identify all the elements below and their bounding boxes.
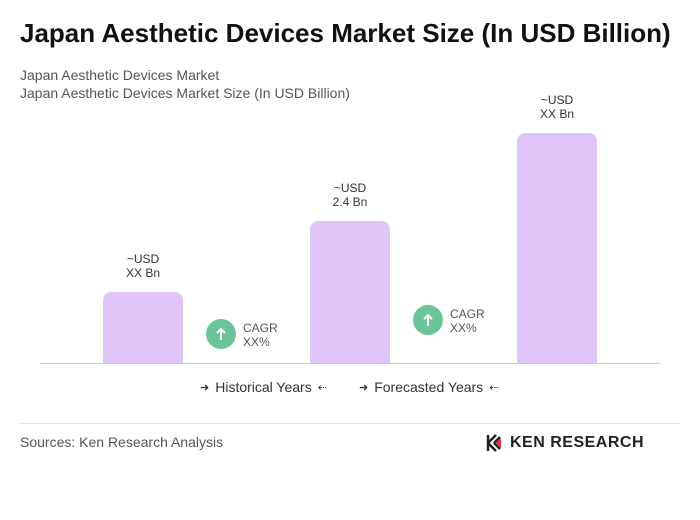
separator — [20, 423, 680, 424]
legend-item: ➜ Forecasted Years ⇠ — [359, 379, 499, 395]
cagr-label: CAGR XX% — [243, 321, 278, 349]
value-label: ~USD 2.4 Bn — [332, 181, 368, 210]
source: Sources: Ken Research Analysis — [20, 434, 224, 450]
bar — [517, 133, 597, 363]
logo: KEN RESEARCH — [510, 434, 645, 451]
legend-label: Forecasted Years — [374, 379, 484, 395]
value-label: ~USD XX Bn — [539, 93, 575, 121]
bar — [103, 292, 183, 363]
value-label: ~USD XX Bn — [125, 252, 161, 281]
bar — [310, 221, 390, 363]
chart-title: Japan Aesthetic Devices Market Size (In … — [20, 18, 671, 48]
cagr-icon — [413, 305, 443, 335]
baseline — [40, 363, 660, 364]
subtitle: Japan Aesthetic Devices Market Size (In … — [20, 85, 350, 101]
cagr-icon — [206, 319, 236, 349]
legend-item: ➜ Historical Years ⇠ — [200, 379, 327, 395]
logo-icon — [486, 434, 501, 452]
legend-label: Historical Years — [215, 379, 312, 395]
subtitle: Japan Aesthetic Devices Market — [20, 67, 220, 83]
cagr-label: CAGR XX% — [450, 307, 485, 335]
